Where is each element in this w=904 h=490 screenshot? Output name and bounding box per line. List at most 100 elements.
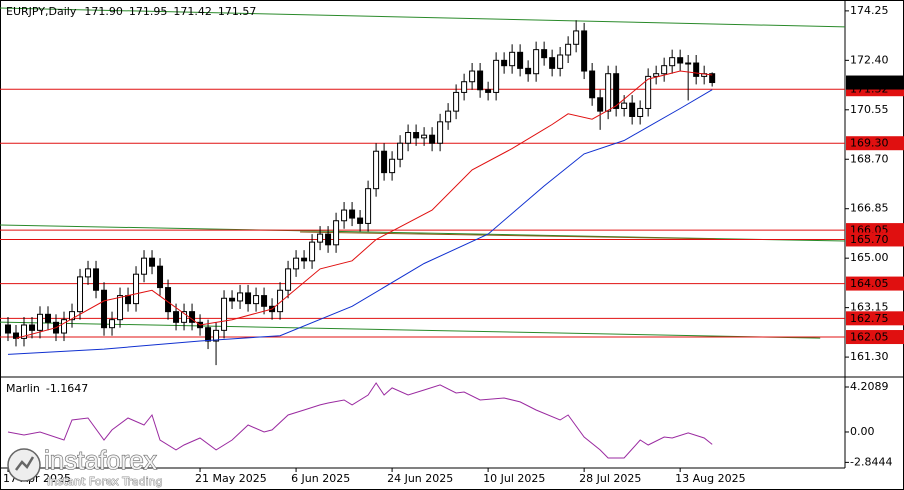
level-tag bbox=[846, 232, 904, 247]
candle-body bbox=[69, 311, 76, 321]
logo-icon-mark bbox=[15, 456, 35, 471]
y-tick-label: 172.40 bbox=[850, 53, 889, 66]
indicator-line bbox=[15, 70, 713, 339]
candle-body bbox=[453, 91, 460, 112]
y-tick-label: 166.85 bbox=[850, 202, 889, 215]
candle-body bbox=[493, 59, 500, 93]
plot: 174.25 172.40 170.55 168.70 166.85 165.00 163.… bbox=[0, 4, 904, 485]
candle-body bbox=[141, 257, 148, 275]
candle-body bbox=[405, 132, 412, 144]
candle-body bbox=[93, 268, 100, 291]
candle-body bbox=[221, 297, 228, 331]
close: 171.57 bbox=[218, 5, 257, 18]
candle-body bbox=[133, 273, 140, 305]
y-tick-label: 4.2089 bbox=[850, 380, 889, 393]
indicator-title: Marlin bbox=[6, 382, 40, 395]
candle-body bbox=[413, 132, 420, 139]
candle-body bbox=[125, 295, 132, 305]
candle-body bbox=[429, 134, 436, 144]
candle-body bbox=[565, 43, 572, 56]
candle-body bbox=[637, 107, 644, 117]
candle-body bbox=[645, 75, 652, 109]
candle-body bbox=[357, 217, 364, 224]
indicator-line bbox=[7, 89, 713, 355]
x-tick-label: 28 Jul 2025 bbox=[579, 472, 641, 485]
candle-body bbox=[45, 313, 52, 323]
candle-body bbox=[589, 70, 596, 99]
candle-body bbox=[389, 158, 396, 174]
candle-body bbox=[397, 142, 404, 160]
candle-body bbox=[109, 319, 116, 329]
candle-body bbox=[509, 51, 516, 67]
candle-body bbox=[525, 67, 532, 75]
y-tick-label: 161.30 bbox=[850, 350, 889, 363]
candle-body bbox=[669, 57, 676, 67]
candle-body bbox=[229, 297, 236, 302]
candle-body bbox=[549, 57, 556, 69]
x-tick-label: 21 May 2025 bbox=[195, 472, 267, 485]
low: 171.42 bbox=[173, 5, 212, 18]
candle-body bbox=[149, 257, 156, 267]
level-tag bbox=[846, 136, 904, 151]
candle-body bbox=[117, 295, 124, 321]
candle-body bbox=[29, 324, 36, 331]
y-tick-label: -2.8444 bbox=[850, 455, 892, 468]
trend-line bbox=[0, 7, 846, 28]
indicator-line bbox=[7, 382, 713, 459]
candle-body bbox=[309, 241, 316, 262]
high: 171.95 bbox=[129, 5, 168, 18]
open: 171.90 bbox=[84, 5, 123, 18]
price-label: 171.57 bbox=[850, 76, 889, 89]
candle-body bbox=[37, 313, 44, 331]
candle-body bbox=[533, 49, 540, 75]
candle-body bbox=[301, 257, 308, 262]
level-tag bbox=[846, 330, 904, 345]
level-label: 162.05 bbox=[850, 331, 889, 344]
candle-body bbox=[653, 73, 660, 77]
candle-body bbox=[77, 276, 84, 313]
candle-body bbox=[613, 73, 620, 109]
candle-body bbox=[557, 54, 564, 69]
candle-body bbox=[621, 102, 628, 109]
candle-body bbox=[709, 73, 716, 84]
candle-body bbox=[245, 292, 252, 305]
candle-body bbox=[181, 311, 188, 323]
symbol: EURJPY,Daily bbox=[6, 5, 77, 18]
trend-line bbox=[300, 231, 716, 240]
candle-body bbox=[501, 59, 508, 67]
level-label: 164.05 bbox=[850, 277, 889, 290]
level-label: 165.70 bbox=[850, 233, 889, 246]
trend-line bbox=[0, 321, 821, 339]
candle-body bbox=[61, 319, 68, 334]
candle-body bbox=[373, 150, 380, 190]
candle-body bbox=[261, 295, 268, 307]
candle-body bbox=[661, 65, 668, 75]
candle-body bbox=[677, 57, 684, 64]
candle-body bbox=[365, 188, 372, 224]
candle-body bbox=[421, 134, 428, 139]
level-label: 162.75 bbox=[850, 312, 889, 325]
x-tick-label: 13 Aug 2025 bbox=[675, 472, 745, 485]
candle-body bbox=[213, 329, 220, 342]
candle-body bbox=[581, 30, 588, 72]
level-tag bbox=[846, 311, 904, 326]
candle-body bbox=[173, 311, 180, 323]
candle-body bbox=[277, 289, 284, 313]
candle-body bbox=[485, 89, 492, 93]
candle-body bbox=[685, 62, 692, 65]
indicator-value: -1.1647 bbox=[46, 382, 88, 395]
candle-body bbox=[285, 268, 292, 291]
candle-body bbox=[349, 209, 356, 219]
candle-body bbox=[5, 324, 12, 334]
quote-header: EURJPY,Daily 171.90 171.95 171.42 171.57 bbox=[6, 5, 256, 18]
candle-body bbox=[85, 268, 92, 278]
candle-body bbox=[253, 295, 260, 305]
candle-body bbox=[381, 150, 388, 174]
logo: instaforex Instant Forex Trading bbox=[7, 444, 163, 488]
candle-body bbox=[605, 73, 612, 112]
candle-body bbox=[165, 287, 172, 313]
x-tick-label: 24 Jun 2025 bbox=[387, 472, 453, 485]
candle-body bbox=[101, 289, 108, 329]
candle-body bbox=[445, 110, 452, 123]
